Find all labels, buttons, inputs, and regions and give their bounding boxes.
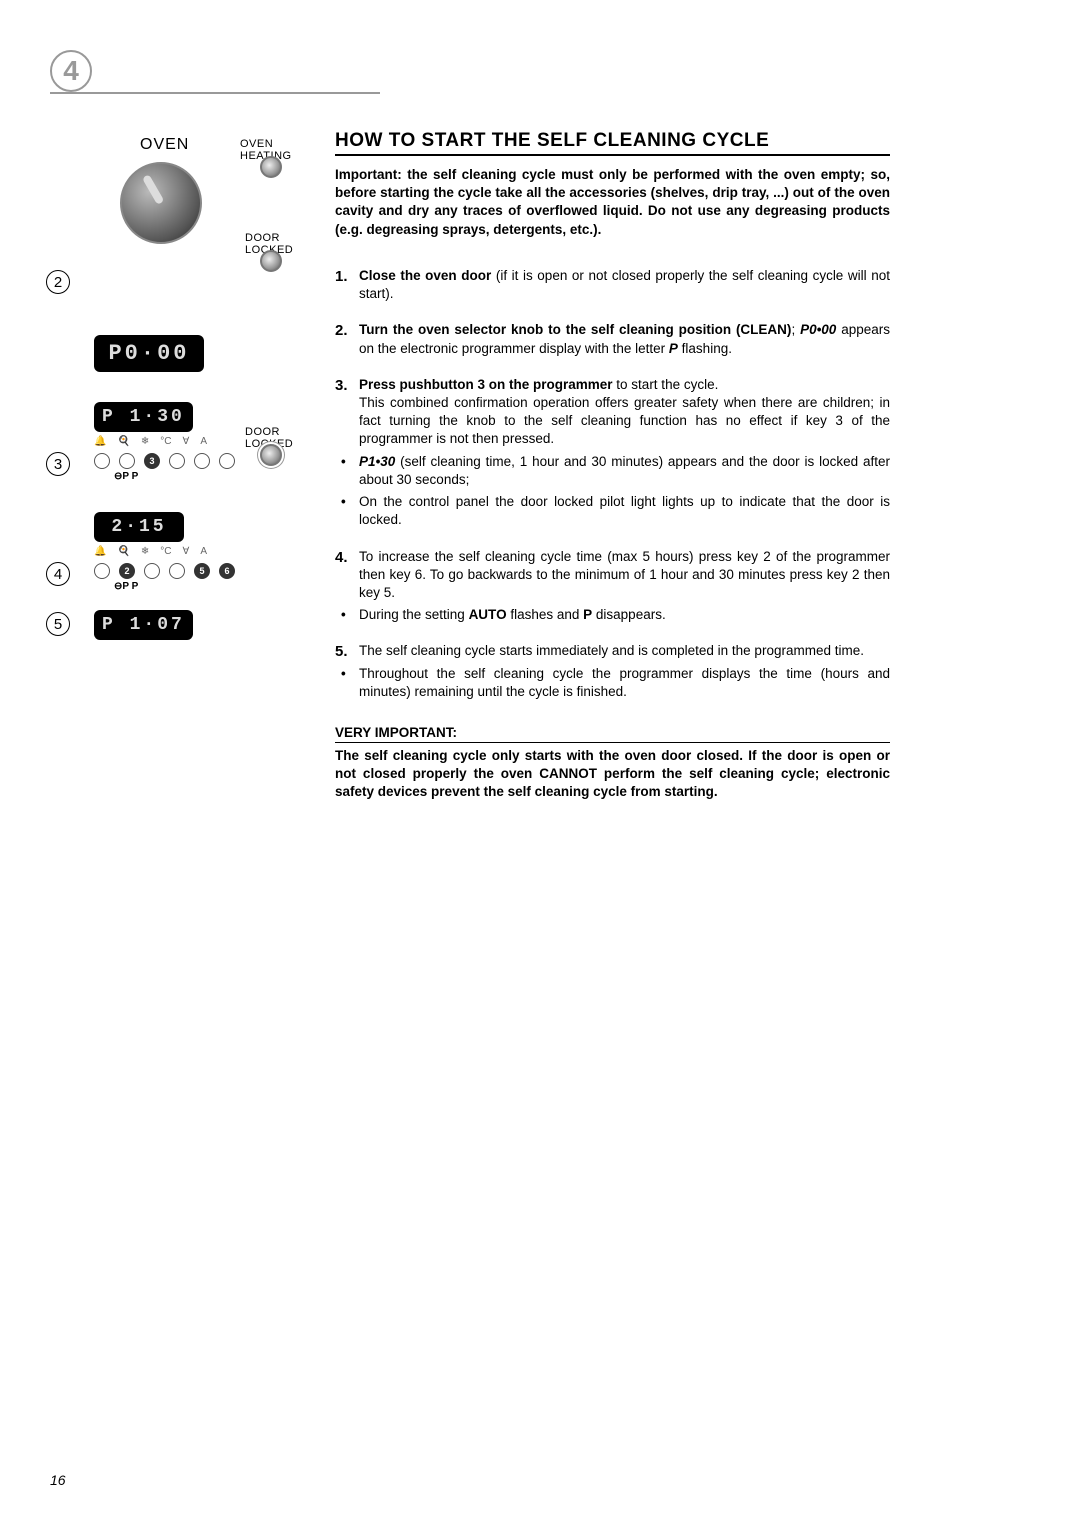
step-4-b1-post: disappears. bbox=[592, 607, 666, 622]
step-5-num: 5. bbox=[335, 642, 348, 662]
step-4-b1-b2: P bbox=[583, 607, 592, 622]
step-1-num: 1. bbox=[335, 267, 348, 287]
degc-icon: °C bbox=[160, 546, 171, 557]
step-2: 2. Turn the oven selector knob to the se… bbox=[335, 321, 890, 357]
step-4-bullet-1: During the setting AUTO flashes and P di… bbox=[359, 606, 890, 624]
step-3-b1-code: P1•30 bbox=[359, 454, 395, 469]
step-5: 5. The self cleaning cycle starts immedi… bbox=[335, 642, 890, 701]
prog-button-4 bbox=[169, 453, 185, 469]
step-2-code: P0•00 bbox=[800, 322, 836, 337]
heating-pilot-icon bbox=[260, 156, 282, 178]
prog-button-6b: 6 bbox=[219, 563, 235, 579]
page-number: 16 bbox=[50, 1472, 66, 1488]
step-4-b1-b1: AUTO bbox=[469, 607, 507, 622]
callout-2: 2 bbox=[46, 270, 70, 294]
prog-button-1 bbox=[94, 453, 110, 469]
step-3-lead: Press pushbutton 3 on the programmer bbox=[359, 377, 616, 392]
step-5-bullets: Throughout the self cleaning cycle the p… bbox=[359, 665, 890, 701]
prog-button-2 bbox=[119, 453, 135, 469]
step-4-num: 4. bbox=[335, 548, 348, 568]
lcd-display-3: 2·15 bbox=[94, 512, 184, 542]
prog-button-5 bbox=[194, 453, 210, 469]
snow-icon: ❄ bbox=[141, 436, 149, 447]
step-5-text: The self cleaning cycle starts immediate… bbox=[359, 643, 864, 658]
icon-row-4: 🔔 🍳 ❄ °C ∀ A bbox=[94, 546, 310, 557]
prog-button-3: 3 bbox=[144, 453, 160, 469]
oven-knob-diagram: 2 OVEN OVEN HEATING DOOR LOCKED bbox=[50, 130, 310, 305]
section-title: HOW TO START THE SELF CLEANING CYCLE bbox=[335, 130, 890, 156]
lcd-display-2: P 1·30 bbox=[94, 402, 193, 432]
left-column: 2 OVEN OVEN HEATING DOOR LOCKED P0·00 3 … bbox=[50, 130, 310, 640]
snow-icon: ❄ bbox=[141, 546, 149, 557]
lcd-display-4: P 1·07 bbox=[94, 610, 193, 640]
right-column: HOW TO START THE SELF CLEANING CYCLE Imp… bbox=[335, 130, 890, 802]
step-1: 1. Close the oven door (if it is open or… bbox=[335, 267, 890, 303]
step-2-rest2: flashing. bbox=[678, 341, 732, 356]
step-4-bullets: During the setting AUTO flashes and P di… bbox=[359, 606, 890, 624]
step-2-sep: ; bbox=[791, 322, 800, 337]
step-3-bullet-1: P1•30 (self cleaning time, 1 hour and 30… bbox=[359, 453, 890, 489]
callout-4: 4 bbox=[46, 562, 70, 586]
step-3-line2: This combined confirmation operation off… bbox=[359, 395, 890, 446]
chapter-badge: 4 bbox=[50, 50, 92, 92]
display-block-5: 5 P 1·07 bbox=[50, 610, 310, 640]
very-important-label: VERY IMPORTANT: bbox=[335, 725, 890, 743]
prog-button-3b bbox=[144, 563, 160, 579]
door-locked-pilot-icon bbox=[260, 250, 282, 272]
prog-button-4b bbox=[169, 563, 185, 579]
step-4-b1-mid: flashes and bbox=[507, 607, 584, 622]
step-3-b2-text: On the control panel the door locked pil… bbox=[359, 494, 890, 527]
step-2-lead: Turn the oven selector knob to the self … bbox=[359, 322, 791, 337]
intro-text: Important: the self cleaning cycle must … bbox=[335, 166, 890, 239]
step-4-b1-pre: During the setting bbox=[359, 607, 469, 622]
step-2-code2: P bbox=[669, 341, 678, 356]
bell-icon: 🔔 bbox=[94, 436, 106, 447]
oven-label: OVEN bbox=[140, 136, 189, 154]
pot-icon: 🍳 bbox=[117, 546, 129, 557]
prog-button-2b: 2 bbox=[119, 563, 135, 579]
step-5-bullet-1: Throughout the self cleaning cycle the p… bbox=[359, 665, 890, 701]
very-important-text: The self cleaning cycle only starts with… bbox=[335, 747, 890, 802]
header-rule bbox=[50, 92, 380, 94]
callout-5: 5 bbox=[46, 612, 70, 636]
step-3-num: 3. bbox=[335, 376, 348, 396]
a-icon: A bbox=[200, 436, 207, 447]
bell-icon: 🔔 bbox=[94, 546, 106, 557]
oven-knob bbox=[120, 162, 202, 244]
door-locked-pilot-lit-icon bbox=[260, 444, 282, 466]
lcd-display-1: P0·00 bbox=[94, 335, 204, 372]
prog-button-1b bbox=[94, 563, 110, 579]
p-label-3: ⊖P P bbox=[114, 471, 310, 482]
step-1-lead: Close the oven door bbox=[359, 268, 496, 283]
prog-button-5b: 5 bbox=[194, 563, 210, 579]
step-3: 3. Press pushbutton 3 on the programmer … bbox=[335, 376, 890, 530]
step-3-b1-text: (self cleaning time, 1 hour and 30 minut… bbox=[359, 454, 890, 487]
step-4: 4. To increase the self cleaning cycle t… bbox=[335, 548, 890, 625]
step-3-bullet-2: On the control panel the door locked pil… bbox=[359, 493, 890, 529]
down-icon: ∀ bbox=[183, 436, 190, 447]
programmer-block-4: 4 2·15 🔔 🍳 ❄ °C ∀ A 2 5 6 ⊖P P bbox=[50, 512, 310, 592]
pot-icon: 🍳 bbox=[117, 436, 129, 447]
callout-3: 3 bbox=[46, 452, 70, 476]
steps-list: 1. Close the oven door (if it is open or… bbox=[335, 267, 890, 701]
step-3-bullets: P1•30 (self cleaning time, 1 hour and 30… bbox=[359, 453, 890, 530]
programmer-block-3: 3 P 1·30 DOOR LOCKED 🔔 🍳 ❄ °C ∀ A 3 ⊖P P bbox=[50, 402, 310, 482]
button-row-4: 2 5 6 bbox=[94, 563, 310, 579]
step-5-b1-text: Throughout the self cleaning cycle the p… bbox=[359, 666, 890, 699]
prog-button-6 bbox=[219, 453, 235, 469]
step-2-num: 2. bbox=[335, 321, 348, 341]
step-3-rest: to start the cycle. bbox=[616, 377, 718, 392]
degc-icon: °C bbox=[160, 436, 171, 447]
down-icon: ∀ bbox=[183, 546, 190, 557]
step-4-text: To increase the self cleaning cycle time… bbox=[359, 549, 890, 600]
display-block-1: P0·00 bbox=[50, 335, 310, 372]
p-label-4: ⊖P P bbox=[114, 581, 310, 592]
a-icon: A bbox=[200, 546, 207, 557]
